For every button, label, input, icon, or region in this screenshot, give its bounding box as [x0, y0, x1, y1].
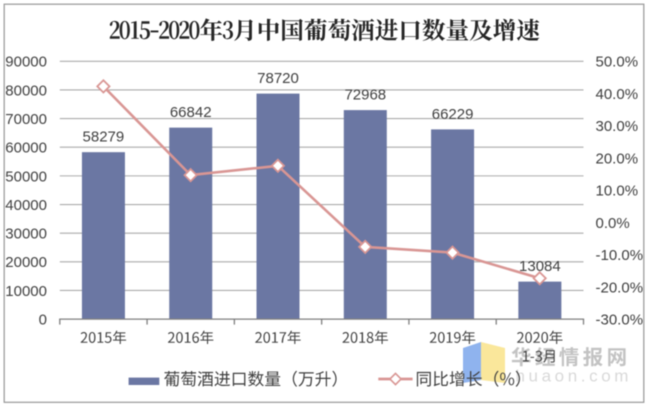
svg-text:13084: 13084	[519, 258, 561, 275]
svg-text:huaon.com: huaon.com	[516, 367, 633, 386]
svg-text:10000: 10000	[5, 283, 47, 300]
svg-text:30.0%: 30.0%	[596, 118, 639, 135]
svg-text:70000: 70000	[5, 111, 47, 128]
svg-text:30000: 30000	[5, 226, 47, 243]
svg-text:58279: 58279	[83, 129, 125, 146]
svg-text:50000: 50000	[5, 168, 47, 185]
svg-text:-30.0%: -30.0%	[596, 312, 644, 329]
svg-text:10.0%: 10.0%	[596, 183, 639, 200]
svg-text:0: 0	[39, 312, 47, 329]
svg-text:66229: 66229	[432, 106, 474, 123]
svg-text:40000: 40000	[5, 197, 47, 214]
svg-text:66842: 66842	[170, 104, 212, 121]
svg-text:78720: 78720	[257, 70, 299, 87]
svg-text:80000: 80000	[5, 82, 47, 99]
svg-text:20000: 20000	[5, 254, 47, 271]
svg-text:0.0%: 0.0%	[596, 215, 630, 232]
svg-text:40.0%: 40.0%	[596, 86, 639, 103]
svg-text:60000: 60000	[5, 140, 47, 157]
svg-text:20.0%: 20.0%	[596, 150, 639, 167]
svg-text:72968: 72968	[344, 87, 386, 104]
svg-text:-20.0%: -20.0%	[596, 279, 644, 296]
svg-text:90000: 90000	[5, 54, 47, 71]
svg-text:-10.0%: -10.0%	[596, 247, 644, 264]
svg-text:50.0%: 50.0%	[596, 54, 639, 71]
